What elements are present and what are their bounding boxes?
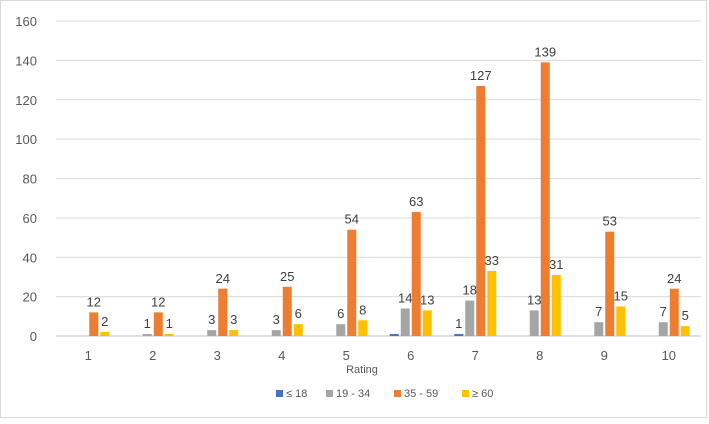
bar <box>218 288 228 336</box>
y-tick-label: 120 <box>15 93 37 108</box>
x-tick-label: 5 <box>343 348 350 363</box>
bar <box>100 332 110 336</box>
bar <box>293 324 303 336</box>
bar <box>336 324 346 336</box>
bars <box>89 62 690 336</box>
legend-label: ≤ 18 <box>286 388 307 400</box>
legend-label: 19 - 34 <box>336 388 370 400</box>
bar <box>207 330 217 336</box>
data-label: 31 <box>549 257 563 272</box>
x-axis-label: Rating <box>346 364 378 376</box>
x-tick-label: 10 <box>662 348 676 363</box>
data-label: 25 <box>280 269 294 284</box>
data-label: 7 <box>595 304 602 319</box>
bar <box>164 334 174 336</box>
bar <box>347 229 357 336</box>
y-tick-label: 80 <box>23 172 37 187</box>
data-label: 13 <box>420 292 434 307</box>
data-label: 63 <box>409 194 423 209</box>
bar <box>282 286 292 336</box>
bar <box>271 330 281 336</box>
data-label: 1 <box>455 316 462 331</box>
data-label: 33 <box>485 253 499 268</box>
legend-swatch <box>462 390 469 397</box>
data-label: 3 <box>273 312 280 327</box>
bar <box>142 334 152 336</box>
y-tick-label: 40 <box>23 250 37 265</box>
data-label: 139 <box>534 44 556 59</box>
data-label: 7 <box>660 304 667 319</box>
y-tick-label: 0 <box>30 329 37 344</box>
bar <box>594 322 604 336</box>
data-label: 12 <box>87 294 101 309</box>
data-label: 24 <box>667 271 681 286</box>
y-tick-label: 20 <box>23 290 37 305</box>
gridlines <box>56 20 701 337</box>
data-label: 13 <box>527 292 541 307</box>
x-tick-label: 6 <box>407 348 414 363</box>
bar <box>605 231 615 336</box>
x-tick-label: 8 <box>536 348 543 363</box>
bar <box>422 310 432 336</box>
data-label: 8 <box>359 302 366 317</box>
data-label: 53 <box>603 214 617 229</box>
x-tick-label: 3 <box>214 348 221 363</box>
data-label: 15 <box>614 288 628 303</box>
data-label: 1 <box>166 316 173 331</box>
bar <box>551 274 561 336</box>
legend-swatch <box>394 390 401 397</box>
data-label: 1 <box>144 316 151 331</box>
bar <box>411 211 421 336</box>
data-label: 5 <box>682 308 689 323</box>
data-label: 6 <box>337 306 344 321</box>
legend-label: ≥ 60 <box>472 388 493 400</box>
x-tick-label: 4 <box>278 348 285 363</box>
data-label: 127 <box>470 68 492 83</box>
bar <box>465 300 475 336</box>
bar <box>487 271 497 336</box>
data-label: 24 <box>216 271 230 286</box>
data-label: 2 <box>101 314 108 329</box>
y-tick-label: 60 <box>23 211 37 226</box>
legend-swatch <box>326 390 333 397</box>
data-label: 12 <box>151 294 165 309</box>
data-label: 3 <box>230 312 237 327</box>
bar <box>229 330 239 336</box>
data-label: 18 <box>463 283 477 298</box>
x-tick-label: 1 <box>85 348 92 363</box>
data-label: 54 <box>345 212 359 227</box>
bar <box>529 310 539 336</box>
legend-label: 35 - 59 <box>404 388 438 400</box>
x-tick-label: 7 <box>472 348 479 363</box>
bar <box>658 322 668 336</box>
data-label: 14 <box>398 290 412 305</box>
bar <box>540 62 550 336</box>
bar <box>89 312 99 336</box>
bar <box>680 326 690 336</box>
bar <box>389 334 399 336</box>
y-tick-label: 160 <box>15 14 37 29</box>
y-tick-label: 140 <box>15 53 37 68</box>
bar <box>616 306 626 336</box>
data-label: 6 <box>295 306 302 321</box>
bar <box>454 334 464 336</box>
legend-swatch <box>276 390 283 397</box>
legend: ≤ 18 19 - 34 35 - 59 ≥ 60 <box>276 388 493 400</box>
y-tick-label: 100 <box>15 132 37 147</box>
x-tick-label: 2 <box>149 348 156 363</box>
bar <box>476 85 486 336</box>
data-label: 3 <box>208 312 215 327</box>
bar <box>669 288 679 336</box>
bar <box>358 320 368 336</box>
bar <box>400 308 410 336</box>
x-tick-label: 9 <box>601 348 608 363</box>
bar <box>153 312 163 336</box>
